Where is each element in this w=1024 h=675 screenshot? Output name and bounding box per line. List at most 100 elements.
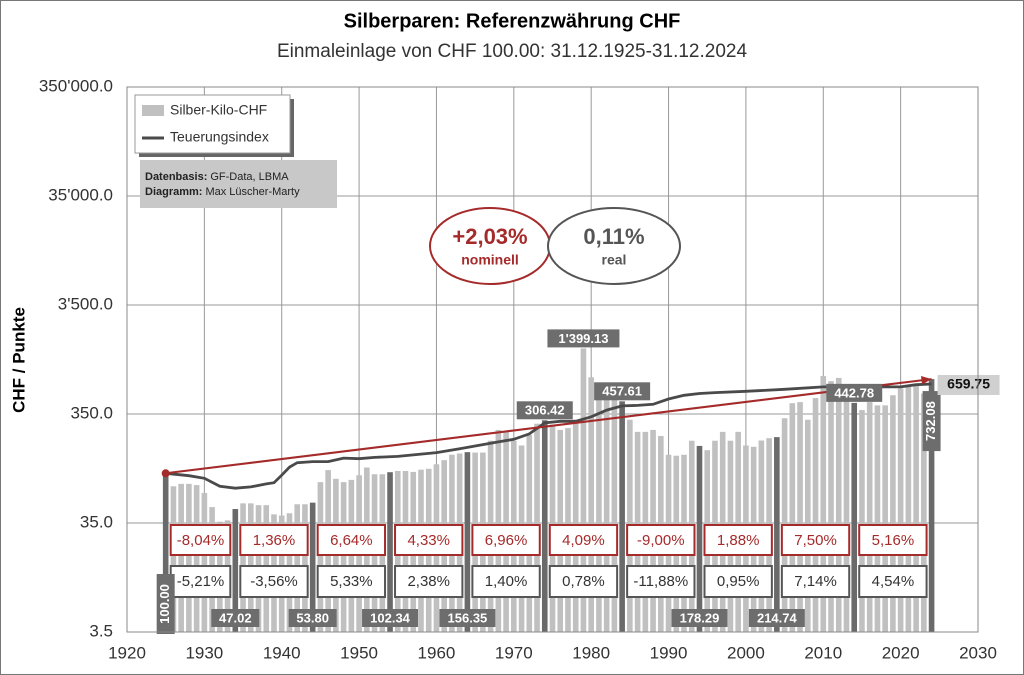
real-return-box [703, 565, 773, 598]
value-label: 47.02 [219, 610, 252, 625]
nominal-return-box [316, 524, 387, 556]
bar [789, 403, 796, 632]
nominal-return-box [858, 524, 928, 556]
legend-label: Silber-Kilo-CHF [170, 102, 267, 118]
nominal-return: -9,00% [637, 532, 685, 549]
value-label-box [439, 609, 496, 627]
value-label-box [748, 609, 805, 627]
bar [812, 398, 819, 632]
real-circle [547, 207, 681, 285]
bar [874, 405, 881, 632]
real-return: 2,38% [407, 573, 450, 590]
end-label-box [937, 374, 1000, 395]
bar [317, 482, 324, 632]
x-tick-label: 1930 [185, 643, 223, 662]
chart-title: Silberparen: Referenzwährung CHF [344, 10, 681, 32]
value-label-box [156, 574, 175, 634]
legend-label: Teuerungsindex [170, 129, 269, 145]
nominal-return-box [626, 524, 696, 556]
value-label: 178.29 [680, 610, 720, 625]
value-label: 442.78 [834, 385, 874, 400]
source-text: Max Lüscher-Marty [205, 186, 300, 198]
y-tick-label: 35.0 [80, 512, 113, 531]
nominal-return: 7,50% [794, 532, 837, 549]
nominal-return: 1,36% [253, 532, 296, 549]
x-tick-label: 1960 [418, 643, 456, 662]
real-return: -11,88% [633, 573, 688, 590]
bar [843, 400, 850, 632]
bar [611, 399, 618, 632]
bar [603, 397, 610, 632]
value-label: 1'399.13 [558, 331, 608, 346]
bar [859, 410, 865, 632]
bar [464, 452, 471, 632]
source-label: Datenbasis: [145, 171, 207, 183]
value-label-box [826, 383, 883, 402]
nominal-return-box [703, 524, 773, 556]
value-label: 732.08 [923, 401, 938, 441]
x-tick-label: 2030 [959, 643, 997, 662]
nominal-return: 6,64% [330, 532, 373, 549]
nominal-return-box [548, 524, 619, 556]
bar [890, 395, 896, 632]
x-tick-label: 2010 [804, 643, 842, 662]
bar [309, 502, 316, 632]
bar [387, 472, 393, 632]
real-return: 4,54% [872, 573, 915, 590]
real-return-box [394, 565, 464, 598]
bar [897, 388, 904, 632]
bar [905, 386, 912, 632]
trend-start [161, 469, 170, 478]
x-tick-label: 1950 [340, 643, 378, 662]
bar [913, 383, 919, 632]
value-label: 457.61 [602, 384, 642, 399]
real-return-box [858, 565, 928, 598]
real-return: -5,21% [177, 573, 225, 590]
bar [541, 420, 548, 632]
real-return-box [548, 565, 619, 598]
nominal-return: 1,88% [717, 532, 760, 549]
nominal-return: -8,04% [177, 532, 225, 549]
real-return-box [471, 565, 541, 598]
y-tick-label: 3'500.0 [58, 294, 113, 313]
bar [866, 402, 873, 632]
x-tick-label: 1920 [108, 643, 146, 662]
trend-line [165, 378, 932, 475]
x-tick-label: 1980 [572, 643, 610, 662]
bar [696, 445, 703, 632]
bar [828, 381, 834, 632]
real-return-box [316, 565, 387, 598]
bar [340, 482, 347, 632]
y-tick-label: 350'000.0 [39, 76, 113, 95]
bar [835, 377, 842, 632]
nominal-return: 5,16% [872, 532, 915, 549]
bar [232, 509, 239, 632]
nominal-return-box [471, 524, 541, 556]
bar [162, 473, 169, 632]
bar [186, 483, 192, 632]
bar [178, 483, 184, 632]
real-return: 5,33% [330, 573, 373, 590]
source-label: Diagramm: [145, 186, 202, 198]
nominal-return-box [239, 524, 309, 556]
source-box [140, 160, 337, 208]
real-return: 1,40% [485, 573, 528, 590]
line [165, 382, 932, 490]
y-tick-label: 3.5 [89, 621, 113, 640]
x-tick-label: 2020 [882, 643, 920, 662]
real-return: 7,14% [794, 573, 837, 590]
real-return-box [780, 565, 851, 598]
value-label-box [362, 609, 419, 627]
bar [882, 405, 888, 632]
nominal-return: 4,09% [562, 532, 605, 549]
bar [928, 379, 935, 632]
nominal-return-box [394, 524, 464, 556]
y-tick-label: 35'000.0 [48, 185, 113, 204]
value-label: 156.35 [448, 610, 488, 625]
value-label: 102.34 [370, 610, 411, 625]
plot-border [126, 86, 979, 633]
x-tick-label: 2000 [727, 643, 765, 662]
source-line: Datenbasis: GF-Data, LBMA [145, 171, 289, 183]
value-label: 53.80 [296, 610, 329, 625]
